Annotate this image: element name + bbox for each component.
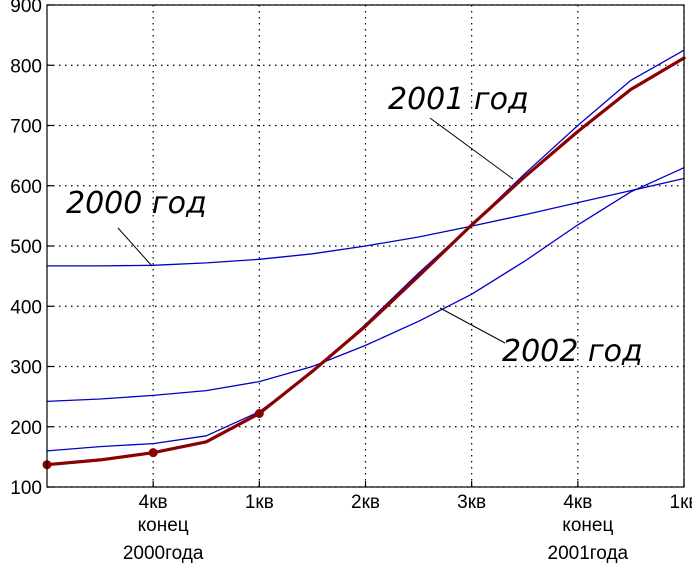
annotation-leader-2000	[117, 227, 153, 267]
x-tick-label-3: 3кв	[457, 492, 486, 513]
x-note-0-line-0: конец	[138, 515, 189, 536]
annotation-label-2001: 2001 год	[388, 82, 529, 117]
series-line-0	[46, 177, 685, 267]
y-tick-label-3: 400	[10, 297, 42, 318]
y-tick-label-0: 100	[10, 478, 42, 499]
x-tick-label-4: 4кв	[563, 492, 592, 513]
axes: 100 200 300 400 500 600 700 800 900 4кв 1кв 2кв 3кв 4…	[10, 0, 692, 564]
x-tick-label-1: 1кв	[245, 492, 274, 513]
x-note-1-line-1: 2001года	[548, 543, 629, 564]
y-tick-label-5: 600	[10, 177, 42, 198]
x-tick-label-2: 2кв	[351, 492, 380, 513]
y-tick-label-6: 700	[10, 117, 42, 138]
y-tick-label-8: 900	[10, 0, 42, 17]
y-tick-label-1: 200	[10, 418, 42, 439]
y-tick-label-4: 500	[10, 237, 42, 258]
x-note-0-line-1: 2000года	[123, 543, 204, 564]
marker-group	[42, 408, 264, 470]
x-tick-label-5: 1кв	[670, 492, 692, 513]
series-marker-3-2	[254, 408, 264, 418]
series-line-2	[46, 167, 685, 403]
annotation-leader-2002	[439, 307, 506, 344]
x-note-1-line-0: конец	[562, 515, 613, 536]
x-tick-label-0: 4кв	[139, 492, 168, 513]
annotation-label-2000: 2000 год	[66, 186, 207, 221]
series-marker-3-1	[148, 448, 158, 458]
y-tick-label-2: 300	[10, 358, 42, 379]
y-tick-label-7: 800	[10, 56, 42, 77]
series-line-1	[46, 49, 685, 452]
annotation-label-2002: 2002 год	[502, 334, 643, 369]
annotation-leader-2001	[429, 117, 514, 180]
annotation-group: 2000 год 2001 год 2002 год	[66, 82, 643, 369]
